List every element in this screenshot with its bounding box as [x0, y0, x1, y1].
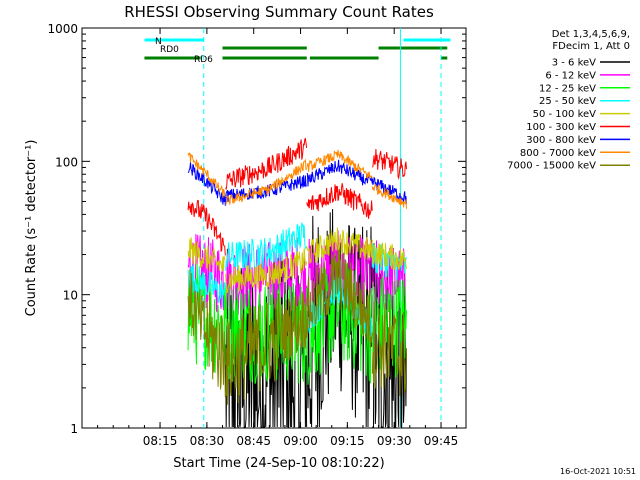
legend-label-8: 7000 - 15000 keV: [507, 161, 596, 172]
legend-label-7: 800 - 7000 keV: [520, 148, 596, 159]
legend-label-6: 300 - 800 keV: [526, 135, 596, 146]
x-tick-label-5: 09:30: [377, 434, 412, 448]
legend-header-line-1: FDecim 1, Att 0: [552, 41, 630, 52]
series-8-segment-3: [371, 300, 407, 397]
series-6-segment-3: [371, 176, 407, 204]
x-axis-label: Start Time (24-Sep-10 08:10:22): [173, 456, 384, 471]
y-axis-ticks: 1 10 100 1000: [47, 22, 466, 436]
series-5-segment-0: [187, 199, 226, 256]
flag-n-label: N: [155, 37, 162, 47]
series-4-segment-2: [306, 227, 373, 264]
x-tick-label-4: 09:15: [330, 434, 365, 448]
flag-rd0-label: RD0: [160, 45, 179, 55]
legend-label-4: 50 - 100 keV: [533, 109, 597, 120]
series-6-segment-2: [306, 159, 373, 187]
series-7-segment-1: [225, 158, 308, 206]
series-7-segment-0: [187, 152, 226, 198]
plot-area: NRD0RD6: [81, 27, 467, 429]
series-4-segment-1: [225, 248, 308, 294]
series-2-segment-1: [225, 280, 308, 384]
legend: Det 1,3,4,5,6,9,FDecim 1, Att 0 3 - 6 keV…: [507, 29, 630, 172]
series-5-segment-1: [225, 137, 308, 190]
y-tick-label-0: 1: [70, 422, 78, 436]
series-3-segment-0: [187, 264, 226, 308]
x-tick-label-3: 09:00: [283, 434, 318, 448]
legend-header-line-0: Det 1,3,4,5,6,9,: [552, 29, 630, 40]
x-tick-label-0: 08:15: [143, 434, 178, 448]
legend-label-1: 6 - 12 keV: [545, 70, 596, 81]
x-axis-ticks: 08:15 08:30 08:45 09:00 09:15 09:30 09:45: [97, 28, 459, 448]
series-4-segment-0: [187, 237, 226, 272]
series-7-segment-2: [306, 149, 373, 179]
y-tick-label-1: 10: [63, 289, 78, 303]
x-tick-label-2: 08:45: [236, 434, 271, 448]
legend-label-0: 3 - 6 keV: [552, 58, 596, 69]
x-tick-label-1: 08:30: [190, 434, 225, 448]
series-6-segment-0: [187, 162, 226, 206]
series-5-segment-2: [306, 183, 373, 219]
legend-label-5: 100 - 300 keV: [526, 122, 596, 133]
series-lines: [187, 137, 407, 428]
plot-frame: [81, 27, 467, 429]
y-axis-label: Count Rate (s⁻¹ detector⁻¹): [24, 140, 39, 317]
series-4-segment-3: [371, 242, 407, 271]
chart-title: RHESSI Observing Summary Count Rates: [124, 3, 434, 21]
plot-timestamp: 16-Oct-2021 10:51: [560, 467, 636, 476]
series-8-segment-1: [225, 291, 308, 405]
series-7-segment-3: [371, 183, 407, 209]
series-3-segment-1: [225, 222, 307, 271]
legend-label-2: 12 - 25 keV: [539, 83, 596, 94]
series-8-segment-2: [306, 247, 373, 348]
y-tick-label-2: 100: [55, 155, 78, 169]
series-8-segment-0: [187, 269, 226, 398]
instrument-flags: NRD0RD6: [144, 37, 451, 65]
legend-label-3: 25 - 50 keV: [539, 96, 596, 107]
series-5-segment-3: [372, 148, 407, 180]
x-tick-label-6: 09:45: [424, 434, 459, 448]
y-tick-label-3: 1000: [47, 22, 78, 36]
